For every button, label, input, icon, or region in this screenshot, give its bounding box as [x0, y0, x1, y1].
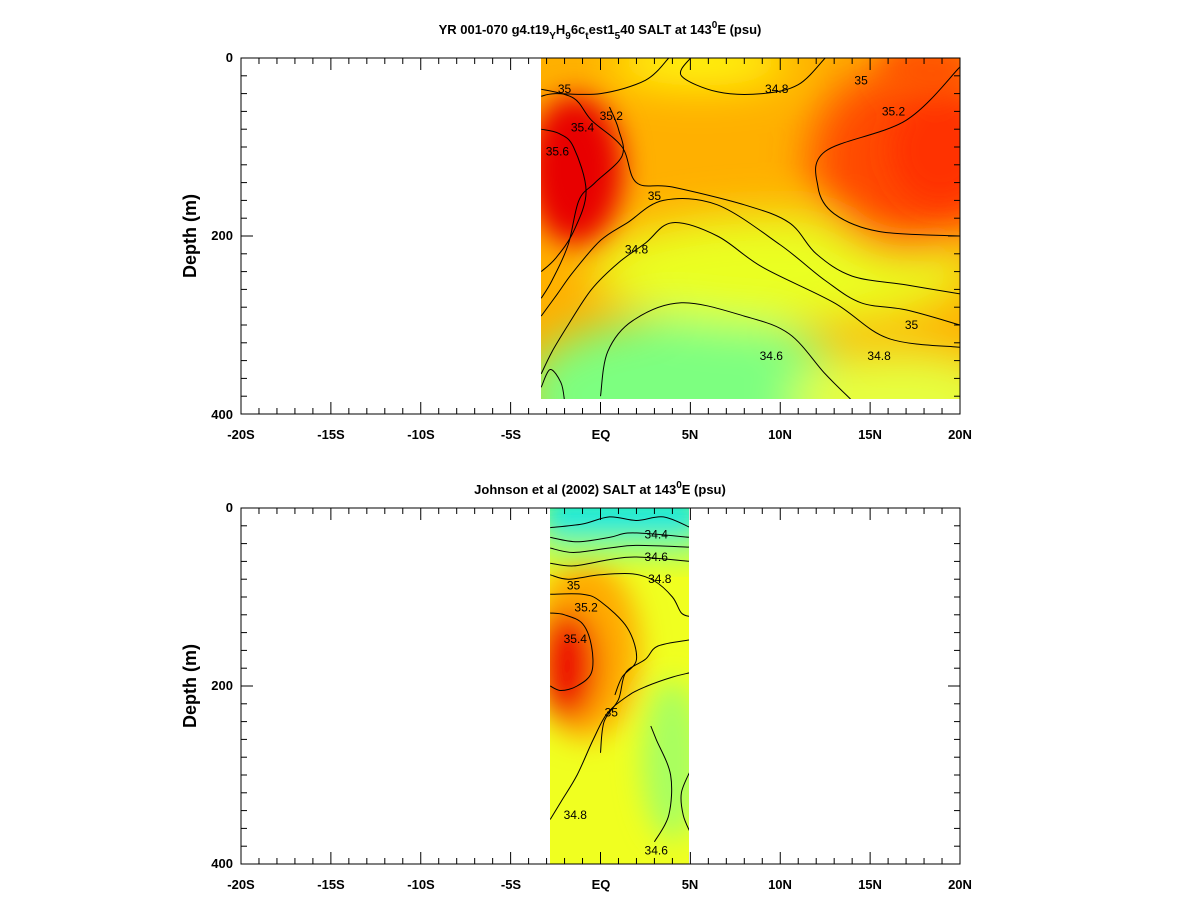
contour-labels: 34.4 34.6 34.8 35 35.2 35.4 35 34.8 34.6	[564, 528, 672, 858]
x-tick-label: 10N	[768, 427, 792, 442]
surface-fresh-layer	[550, 508, 689, 535]
y-tick-label: 200	[211, 228, 233, 243]
x-tick-label: -15S	[317, 877, 345, 892]
contour-label: 35	[905, 318, 919, 332]
y-axis-label: Depth (m)	[180, 194, 200, 278]
y-tick-label: 400	[211, 407, 233, 422]
y-tick-label: 0	[226, 50, 233, 65]
contour-label: 35.2	[600, 109, 624, 123]
contour-line	[541, 369, 565, 399]
contour-line	[550, 612, 594, 692]
contour-label: 35.4	[571, 120, 595, 134]
upper-right-orange	[880, 58, 960, 100]
contour-line	[815, 66, 960, 237]
ticks	[240, 57, 961, 415]
x-tick-label: -5S	[501, 877, 522, 892]
contour-label: 34.8	[564, 808, 588, 822]
contour-line	[679, 58, 826, 95]
ticks	[240, 507, 961, 865]
contour-line	[541, 128, 587, 272]
model-salinity-panel: YR 001-070 g4.t19YH96ctest1540 SALT at 1…	[180, 20, 972, 442]
contour-label: 34.6	[645, 550, 669, 564]
contour-line	[550, 672, 689, 820]
panel-title: Johnson et al (2002) SALT at 1430E (psu)	[474, 480, 726, 497]
contour-line	[550, 556, 689, 567]
contour-line	[541, 88, 960, 295]
contour-line	[680, 772, 689, 831]
high-salinity-core	[550, 610, 598, 720]
x-tick-label: -10S	[407, 877, 435, 892]
deep-north-region	[790, 350, 960, 399]
contour-label: 34.6	[645, 844, 669, 858]
y-tick-label: 200	[211, 678, 233, 693]
contour-line	[550, 516, 689, 529]
panel-title: YR 001-070 g4.t19YH96ctest1540 SALT at 1…	[439, 20, 762, 42]
contour-label: 34.8	[625, 242, 649, 256]
contour-line	[541, 198, 960, 326]
x-tick-label: EQ	[592, 427, 611, 442]
contour-line	[550, 593, 638, 696]
y-tick-label: 400	[211, 856, 233, 871]
x-tick-label: -20S	[227, 877, 255, 892]
contour-label: 34.8	[867, 349, 891, 363]
contour-label: 35	[567, 578, 581, 592]
observed-salinity-panel: Johnson et al (2002) SALT at 1430E (psu)…	[180, 480, 972, 892]
contour-line	[600, 639, 689, 753]
contour-label: 35	[558, 82, 572, 96]
contour-label: 34.4	[645, 528, 669, 542]
contour-label: 35.2	[882, 104, 906, 118]
x-tick-label: EQ	[592, 877, 611, 892]
x-tick-label: -10S	[407, 427, 435, 442]
contour-label: 34.6	[760, 349, 784, 363]
surface-transition-layer	[550, 540, 689, 558]
x-tick-label: 15N	[858, 427, 882, 442]
contour-label: 35	[605, 706, 619, 720]
x-tick-label: 5N	[682, 877, 699, 892]
contour-label: 35.2	[574, 601, 598, 615]
contour-line	[541, 58, 670, 97]
contour-label: 35	[854, 73, 868, 87]
contour-line	[550, 544, 689, 554]
x-tick-label: -15S	[317, 427, 345, 442]
contour-line	[600, 302, 852, 399]
contour-label: 35.4	[564, 632, 588, 646]
salinity-field: 35 34.8 35 35.2 35.4 35.2 35.6 35 34.8 35 34.6 34.8	[541, 58, 960, 399]
contour-label: 34.8	[765, 82, 789, 96]
contour-line	[550, 572, 689, 617]
mid-green-region	[642, 680, 689, 840]
contour-line	[650, 725, 673, 843]
contours	[541, 58, 960, 399]
x-tick-label: 20N	[948, 427, 972, 442]
salinity-field: 34.4 34.6 34.8 35 35.2 35.4 35 34.8 34.6	[550, 508, 689, 864]
y-axis-label: Depth (m)	[180, 644, 200, 728]
contour-label: 35	[648, 189, 662, 203]
contour-line	[550, 532, 689, 543]
x-tick-label: 10N	[768, 877, 792, 892]
fresh-water-region	[541, 315, 860, 399]
x-tick-label: 5N	[682, 427, 699, 442]
contours	[550, 516, 689, 843]
x-tick-label: 20N	[948, 877, 972, 892]
contour-line	[541, 222, 960, 375]
contour-labels: 35 34.8 35 35.2 35.4 35.2 35.6 35 34.8 35 34.6 34.8	[546, 73, 919, 363]
upper-yellow-band	[610, 58, 790, 86]
northern-core-center	[890, 95, 960, 205]
y-tick-label: 0	[226, 500, 233, 515]
x-tick-label: 15N	[858, 877, 882, 892]
x-tick-label: -5S	[501, 427, 522, 442]
x-tick-label: -20S	[227, 427, 255, 442]
contour-label: 35.6	[546, 144, 570, 158]
contour-label: 34.8	[648, 572, 672, 586]
